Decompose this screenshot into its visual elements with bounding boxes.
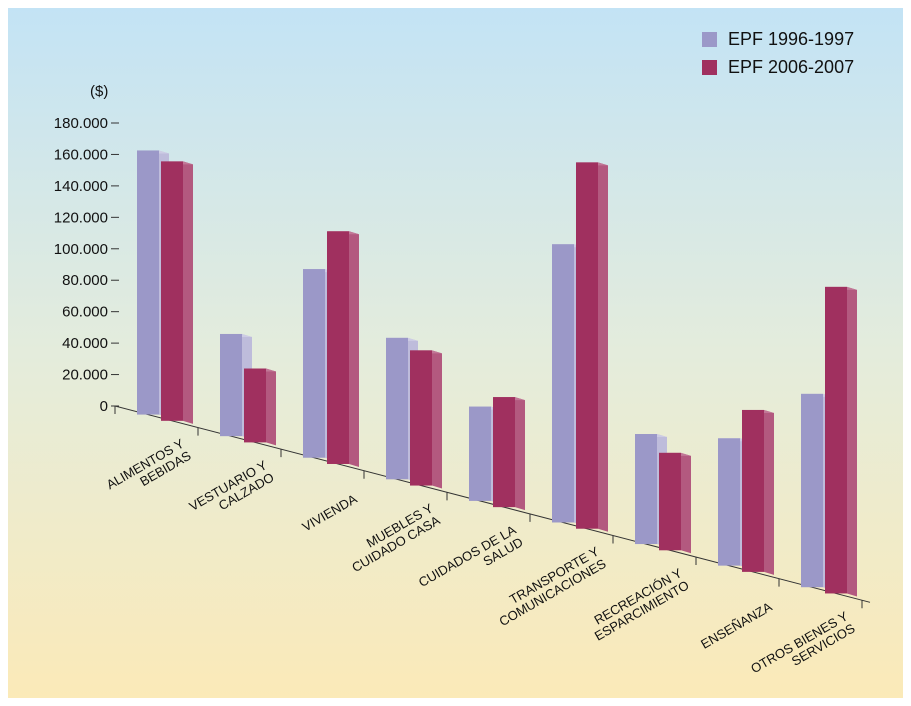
y-tick-label: 80.000 <box>62 272 108 289</box>
bar <box>552 244 574 523</box>
bar-side <box>432 350 442 489</box>
y-tick-label: 120.000 <box>54 209 108 226</box>
bar <box>742 409 764 572</box>
y-tick-label: 180.000 <box>54 115 108 132</box>
legend-label: EPF 2006-2007 <box>728 57 854 77</box>
bar <box>493 397 515 508</box>
bar <box>659 452 681 551</box>
bar <box>161 161 183 421</box>
legend-swatch <box>702 60 717 75</box>
y-tick-label: 160.000 <box>54 146 108 163</box>
bar <box>386 337 408 480</box>
y-axis-label: ($) <box>90 83 108 100</box>
bar <box>303 269 325 458</box>
bar <box>825 286 847 594</box>
bar <box>244 368 266 443</box>
y-tick-label: 60.000 <box>62 304 108 321</box>
bar-side <box>847 286 857 597</box>
y-tick-label: 140.000 <box>54 178 108 195</box>
bar <box>220 333 242 437</box>
bar <box>801 393 823 588</box>
bar <box>469 406 491 501</box>
bar-side <box>681 452 691 554</box>
legend-swatch <box>702 32 717 47</box>
bar-side <box>266 368 276 446</box>
y-tick-label: 20.000 <box>62 367 108 384</box>
bar-side <box>515 397 525 511</box>
bar-side <box>598 162 608 532</box>
y-tick-label: 40.000 <box>62 335 108 352</box>
bar <box>327 231 349 464</box>
y-tick-label: 0 <box>100 398 108 415</box>
legend-label: EPF 1996-1997 <box>728 29 854 49</box>
bar-side <box>183 161 193 424</box>
bar <box>635 434 657 545</box>
bar <box>718 438 740 566</box>
y-tick-label: 100.000 <box>54 241 108 258</box>
bar <box>576 162 598 529</box>
bar-side <box>764 409 774 575</box>
bar <box>137 150 159 415</box>
bar-side <box>349 231 359 467</box>
bar <box>410 350 432 486</box>
